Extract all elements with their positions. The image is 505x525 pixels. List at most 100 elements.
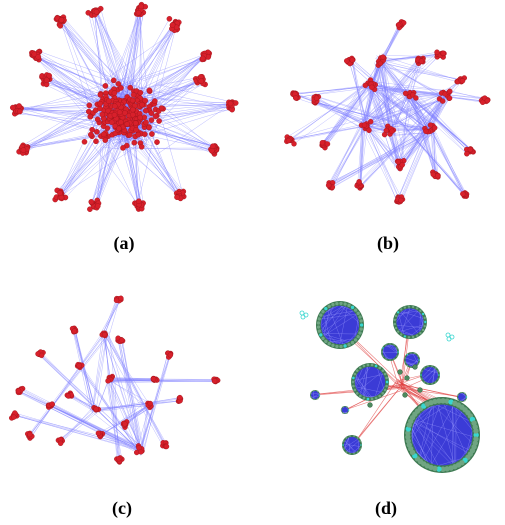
node bbox=[402, 90, 409, 97]
edge bbox=[379, 53, 444, 63]
node bbox=[112, 103, 118, 109]
chord bbox=[419, 406, 432, 456]
edges bbox=[286, 21, 487, 203]
ring-node bbox=[313, 398, 315, 401]
edge bbox=[370, 84, 390, 132]
node bbox=[118, 119, 124, 125]
edge bbox=[22, 388, 141, 449]
chord bbox=[382, 348, 384, 353]
edge bbox=[103, 336, 141, 451]
ring-node bbox=[381, 351, 383, 353]
edge bbox=[18, 98, 106, 152]
edge bbox=[142, 405, 155, 447]
node bbox=[366, 127, 372, 134]
edge bbox=[322, 81, 371, 143]
ring-node bbox=[396, 355, 398, 357]
node bbox=[210, 143, 216, 149]
ring-node bbox=[399, 333, 403, 336]
ring-node bbox=[349, 452, 351, 455]
edge bbox=[62, 411, 98, 442]
edge bbox=[361, 83, 371, 128]
node bbox=[130, 92, 137, 98]
node bbox=[17, 108, 23, 115]
ring-node bbox=[343, 448, 345, 450]
node bbox=[293, 95, 299, 101]
edge bbox=[92, 330, 106, 409]
edge bbox=[383, 59, 407, 166]
ring-node bbox=[393, 318, 397, 322]
edge bbox=[110, 379, 142, 449]
node bbox=[167, 352, 174, 358]
node bbox=[110, 77, 117, 84]
edge bbox=[48, 406, 141, 452]
community-core bbox=[341, 406, 349, 414]
edge bbox=[108, 378, 215, 380]
ring-node bbox=[393, 358, 395, 360]
ring-node bbox=[346, 412, 348, 414]
ring-node bbox=[345, 451, 348, 453]
edge bbox=[360, 92, 443, 187]
chord bbox=[323, 314, 332, 343]
ring-node bbox=[464, 392, 466, 395]
node bbox=[10, 104, 16, 111]
chord bbox=[325, 337, 348, 343]
ring-node bbox=[310, 392, 312, 394]
ring-node bbox=[355, 392, 359, 395]
edge bbox=[359, 124, 366, 187]
edge bbox=[414, 92, 474, 153]
edge bbox=[373, 81, 445, 91]
node bbox=[86, 102, 93, 109]
chord bbox=[321, 305, 343, 331]
ring-node bbox=[343, 302, 347, 306]
node bbox=[169, 22, 176, 28]
edge bbox=[359, 94, 449, 189]
ring-node bbox=[393, 344, 395, 346]
community bbox=[404, 397, 480, 473]
chord bbox=[311, 393, 319, 395]
node bbox=[138, 449, 144, 455]
panel-c bbox=[0, 285, 250, 490]
nodes bbox=[284, 19, 491, 205]
node bbox=[447, 88, 453, 95]
ring-node bbox=[378, 366, 382, 370]
ring-node bbox=[359, 327, 363, 331]
ring-node bbox=[324, 339, 328, 344]
edge bbox=[378, 61, 429, 133]
community-core bbox=[344, 437, 360, 453]
community bbox=[342, 435, 362, 455]
node bbox=[115, 455, 122, 462]
node bbox=[467, 146, 474, 153]
chord bbox=[363, 366, 368, 396]
ring-node bbox=[383, 372, 387, 376]
triad bbox=[445, 332, 455, 342]
ring-node bbox=[356, 437, 359, 439]
node bbox=[93, 9, 100, 15]
node bbox=[118, 295, 124, 302]
node bbox=[147, 400, 153, 407]
edge bbox=[367, 80, 431, 132]
chord bbox=[436, 404, 469, 421]
node bbox=[116, 125, 122, 132]
ring-node bbox=[404, 361, 406, 363]
ring-node bbox=[342, 444, 344, 446]
chord bbox=[400, 311, 419, 334]
edge bbox=[287, 118, 365, 141]
ring-node bbox=[423, 316, 426, 320]
edge bbox=[135, 96, 231, 104]
chord bbox=[380, 386, 385, 393]
edge bbox=[123, 10, 142, 101]
community-core bbox=[422, 367, 438, 383]
node bbox=[380, 54, 386, 60]
ring-node bbox=[358, 315, 362, 319]
node bbox=[127, 131, 133, 138]
node bbox=[101, 131, 107, 138]
node bbox=[97, 92, 104, 98]
ring-node bbox=[358, 366, 362, 370]
node bbox=[49, 401, 55, 407]
ring-node bbox=[460, 400, 462, 403]
node bbox=[113, 297, 120, 304]
chord bbox=[412, 425, 452, 465]
node bbox=[166, 15, 173, 22]
ring-node bbox=[359, 323, 364, 327]
node bbox=[87, 113, 93, 120]
